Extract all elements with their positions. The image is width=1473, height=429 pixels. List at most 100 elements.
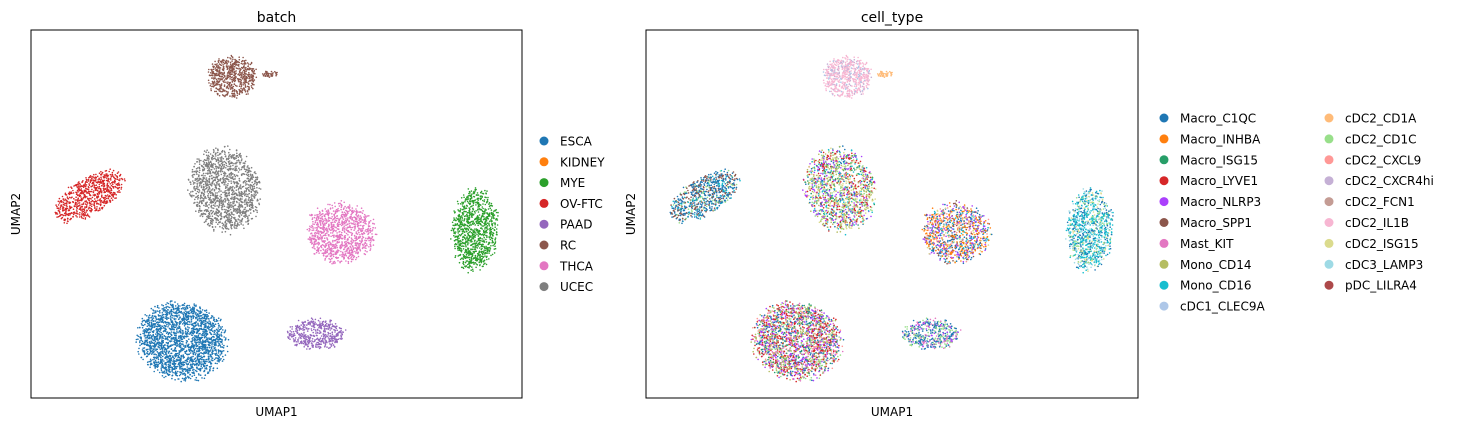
batch-point — [325, 220, 327, 222]
batch-point — [317, 242, 319, 244]
batch-point — [78, 182, 81, 185]
batch-point — [458, 224, 460, 227]
batch-point — [478, 216, 480, 219]
batch-point — [369, 231, 372, 234]
batch-point — [228, 218, 231, 221]
batch-point — [459, 211, 461, 213]
batch-point — [217, 157, 219, 159]
batch-point — [361, 247, 364, 250]
batch-point — [262, 74, 265, 77]
batch-point — [225, 181, 227, 183]
batch-point — [327, 214, 330, 217]
batch-point — [223, 59, 225, 62]
batch-point — [56, 216, 58, 218]
batch-point — [238, 167, 240, 170]
batch-point — [347, 247, 350, 249]
batch-point — [454, 211, 456, 213]
batch-point — [464, 261, 467, 264]
batch-point — [75, 191, 78, 194]
batch-point — [240, 168, 243, 171]
batch-point — [463, 219, 466, 221]
batch-point — [323, 237, 326, 239]
batch-point — [234, 70, 236, 73]
batch-point — [494, 238, 496, 241]
batch-point — [493, 248, 496, 250]
batch-point — [464, 200, 466, 203]
batch-point — [252, 68, 255, 70]
batch-point — [483, 249, 486, 251]
batch-point — [235, 90, 238, 93]
batch-point — [231, 86, 233, 89]
batch-point — [235, 157, 237, 160]
batch-point — [356, 205, 359, 207]
batch-point — [276, 71, 278, 74]
batch-point — [453, 232, 455, 234]
batch-point — [332, 230, 335, 233]
batch-point — [317, 244, 320, 246]
batch-point — [234, 167, 236, 169]
batch-point — [218, 221, 220, 224]
batch-point — [267, 74, 270, 77]
batch-point — [238, 205, 240, 208]
batch-point — [467, 220, 469, 223]
batch-point — [309, 214, 311, 216]
batch-point — [72, 213, 75, 215]
batch-point — [342, 245, 344, 247]
batch-point — [482, 230, 485, 232]
batch-point — [199, 169, 201, 172]
batch-point — [208, 181, 211, 184]
batch-point — [202, 213, 204, 216]
batch-point — [68, 193, 71, 196]
batch-point — [106, 173, 108, 175]
batch-point — [226, 66, 229, 68]
batch-point — [215, 176, 218, 178]
batch-point — [59, 206, 62, 208]
batch-point — [459, 244, 462, 247]
batch-point — [203, 150, 206, 152]
batch-point — [62, 214, 65, 217]
batch-point — [249, 201, 251, 203]
batch-point — [311, 224, 313, 227]
batch-point — [100, 170, 102, 173]
batch-point — [485, 201, 488, 204]
batch-point — [324, 217, 327, 220]
batch-point — [264, 75, 267, 77]
batch-point — [321, 218, 324, 220]
batch-point — [225, 212, 228, 215]
batch-point — [342, 226, 344, 229]
batch-point — [251, 181, 253, 184]
batch-point — [208, 186, 210, 189]
batch-point — [457, 235, 460, 238]
batch-point — [478, 251, 481, 254]
batch-point — [225, 167, 227, 169]
batch-point — [246, 62, 249, 64]
batch-point — [321, 215, 324, 218]
batch-point — [355, 208, 357, 210]
batch-point — [323, 230, 326, 233]
batch-point — [208, 213, 211, 216]
batch-point — [218, 188, 221, 190]
batch-point — [312, 227, 314, 229]
batch-point — [247, 93, 249, 95]
batch-point — [241, 73, 244, 75]
batch-point — [460, 266, 463, 269]
batch-point — [63, 199, 65, 202]
batch-point — [470, 269, 473, 272]
batch-point — [216, 63, 218, 65]
batch-point — [470, 257, 473, 260]
batch-point — [112, 195, 115, 197]
batch-point — [223, 336, 225, 338]
batch-point — [353, 219, 355, 222]
batch-point — [232, 181, 235, 183]
batch-point — [98, 207, 101, 209]
batch-point — [461, 208, 464, 211]
batch-point — [113, 177, 116, 179]
batch-point — [222, 157, 225, 160]
batch-point — [352, 250, 354, 253]
batch-point — [119, 191, 121, 193]
batch-point — [275, 74, 277, 77]
batch-point — [326, 232, 328, 234]
batch-point — [351, 226, 354, 229]
batch-point — [350, 222, 352, 224]
batch-point — [344, 251, 347, 253]
